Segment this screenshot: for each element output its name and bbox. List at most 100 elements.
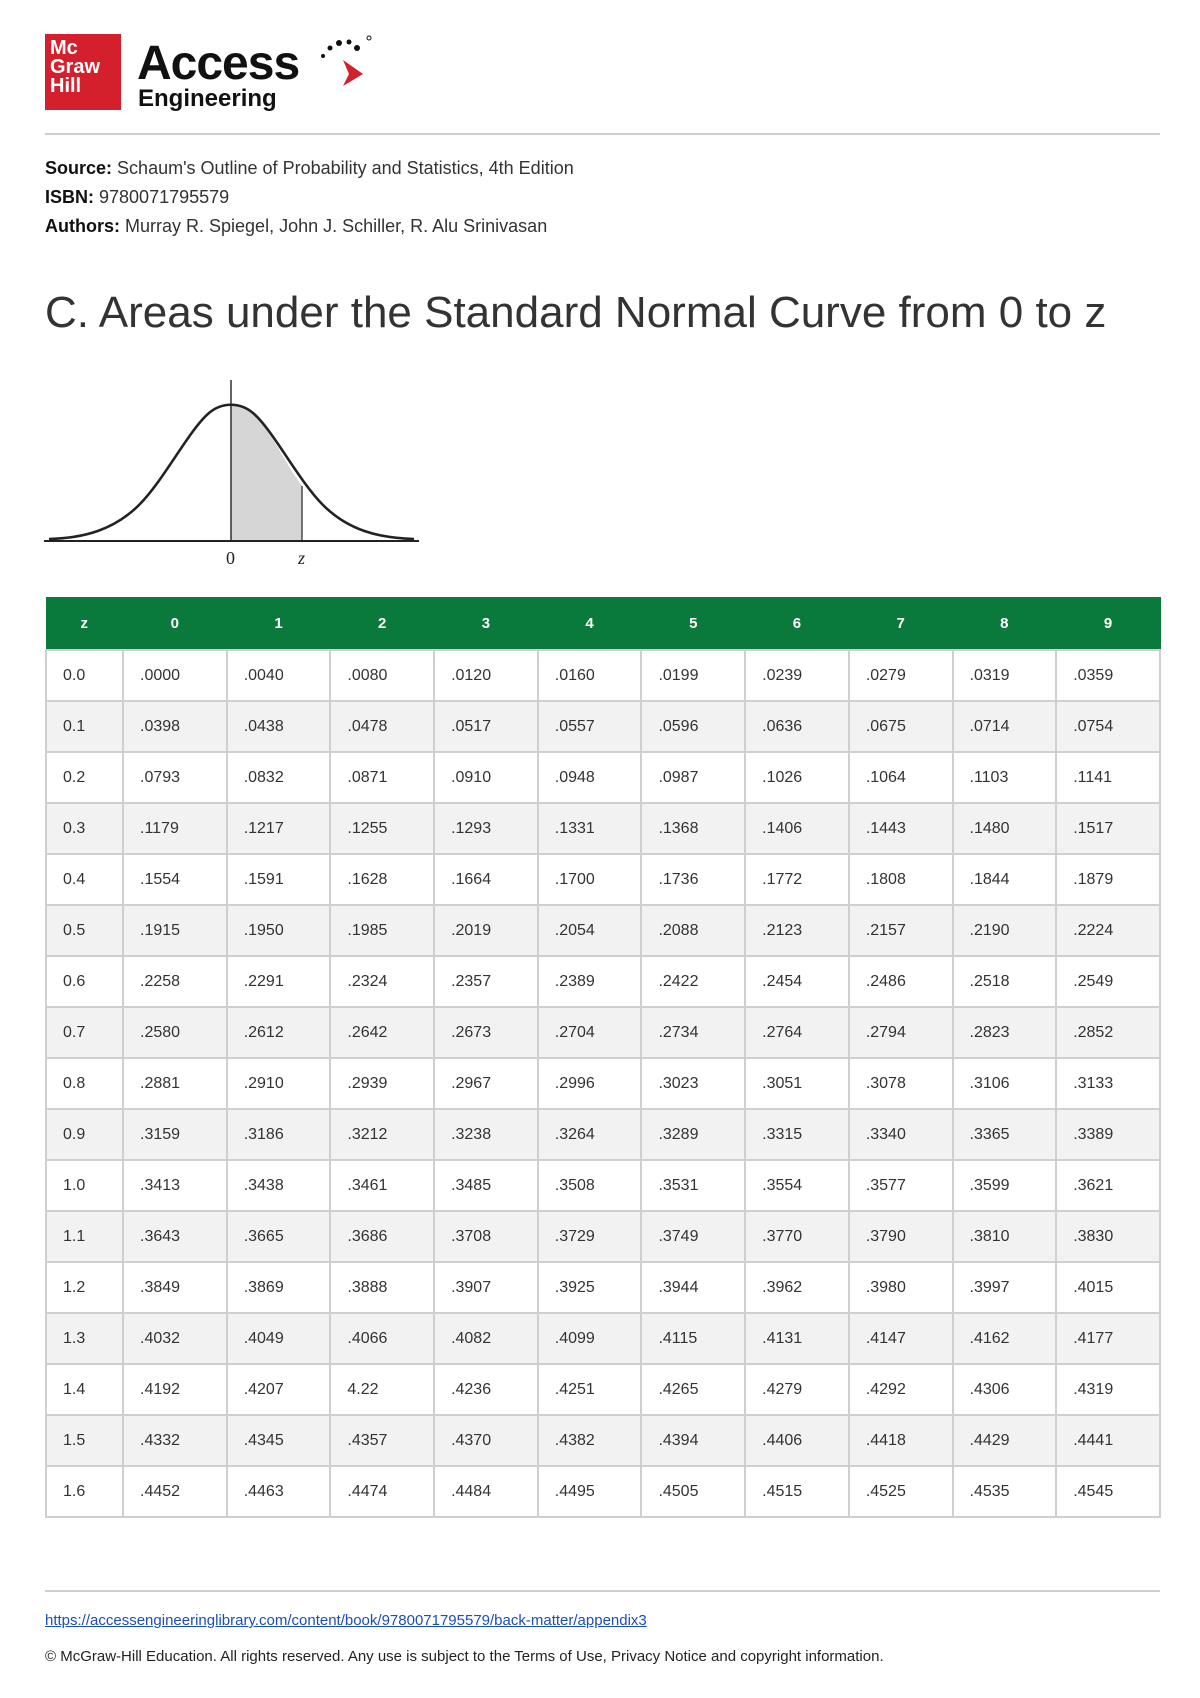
z-value-cell: 1.1 <box>45 1210 124 1263</box>
z-value-cell: 0.2 <box>45 751 124 804</box>
area-value-cell: .4441 <box>1055 1414 1161 1467</box>
area-value-cell: .3186 <box>225 1108 332 1161</box>
area-value-cell: .4306 <box>951 1363 1058 1416</box>
area-value-cell: .4394 <box>640 1414 747 1467</box>
area-value-cell: .4099 <box>536 1312 643 1365</box>
area-value-cell: .2612 <box>225 1006 332 1059</box>
area-value-cell: .4357 <box>329 1414 436 1467</box>
table-row: 0.5.1915.1950.1985.2019.2054.2088.2123.2… <box>45 904 1161 957</box>
area-value-cell: .4332 <box>122 1414 228 1467</box>
area-value-cell: .3869 <box>225 1261 332 1314</box>
area-value-cell: .4525 <box>847 1465 954 1518</box>
area-value-cell: .2794 <box>847 1006 954 1059</box>
area-value-cell: .4265 <box>640 1363 747 1416</box>
area-value-cell: .3485 <box>433 1159 539 1212</box>
area-value-cell: .3389 <box>1055 1108 1161 1161</box>
area-value-cell: .3238 <box>433 1108 539 1161</box>
area-value-cell: .2291 <box>225 955 332 1008</box>
area-value-cell: .3643 <box>122 1210 228 1263</box>
mcgraw-hill-logo: Mc Graw Hill <box>45 34 121 110</box>
area-value-cell: .2258 <box>122 955 228 1008</box>
area-value-cell: .3365 <box>951 1108 1058 1161</box>
area-value-cell: .1628 <box>329 853 436 906</box>
area-value-cell: .4345 <box>225 1414 332 1467</box>
table-row: 1.2.3849.3869.3888.3907.3925.3944.3962.3… <box>45 1261 1161 1314</box>
area-value-cell: .3749 <box>640 1210 747 1263</box>
table-row: 1.6.4452.4463.4474.4484.4495.4505.4515.4… <box>45 1465 1161 1518</box>
area-value-cell: .3413 <box>122 1159 228 1212</box>
area-value-cell: .0596 <box>640 700 747 753</box>
area-value-cell: .4545 <box>1055 1465 1161 1518</box>
area-value-cell: .1217 <box>225 802 332 855</box>
area-value-cell: .0793 <box>122 751 228 804</box>
area-value-cell: .1368 <box>640 802 747 855</box>
area-value-cell: .3438 <box>225 1159 332 1212</box>
area-value-cell: .1700 <box>536 853 643 906</box>
column-header-z: z <box>46 597 124 650</box>
area-value-cell: .3159 <box>122 1108 228 1161</box>
source-url-link[interactable]: https://accessengineeringlibrary.com/con… <box>45 1612 647 1629</box>
area-value-cell: .1480 <box>951 802 1058 855</box>
column-header-2: 2 <box>330 597 435 650</box>
area-value-cell: .3770 <box>744 1210 850 1263</box>
source-line: Source: Schaum's Outline of Probability … <box>45 158 574 178</box>
area-value-cell: .2673 <box>433 1006 539 1059</box>
area-value-cell: .3849 <box>122 1261 228 1314</box>
area-value-cell: .3340 <box>847 1108 954 1161</box>
table-row: 0.6.2258.2291.2324.2357.2389.2422.2454.2… <box>45 955 1161 1008</box>
area-value-cell: .0319 <box>951 649 1058 702</box>
area-value-cell: .1664 <box>433 853 539 906</box>
area-value-cell: .4207 <box>225 1363 332 1416</box>
area-value-cell: .4418 <box>847 1414 954 1467</box>
area-value-cell: .0160 <box>536 649 643 702</box>
column-header-0: 0 <box>123 597 228 650</box>
area-value-cell: .2823 <box>951 1006 1058 1059</box>
area-value-cell: .3729 <box>536 1210 643 1263</box>
table-row: 0.1.0398.0438.0478.0517.0557.0596.0636.0… <box>45 700 1161 753</box>
area-value-cell: .2389 <box>536 955 643 1008</box>
area-value-cell: .3997 <box>951 1261 1058 1314</box>
area-value-cell: .0199 <box>640 649 747 702</box>
table-row: 0.3.1179.1217.1255.1293.1331.1368.1406.1… <box>45 802 1161 855</box>
area-value-cell: .0714 <box>951 700 1058 753</box>
area-value-cell: .4066 <box>329 1312 436 1365</box>
area-value-cell: .1443 <box>847 802 954 855</box>
z-value-cell: 0.9 <box>45 1108 124 1161</box>
area-value-cell: .3289 <box>640 1108 747 1161</box>
z-value-cell: 1.2 <box>45 1261 124 1314</box>
area-value-cell: .3461 <box>329 1159 436 1212</box>
area-value-cell: .2852 <box>1055 1006 1161 1059</box>
logo-access-text: Access <box>137 37 300 90</box>
area-value-cell: .4370 <box>433 1414 539 1467</box>
area-value-cell: .1064 <box>847 751 954 804</box>
area-value-cell: .4032 <box>122 1312 228 1365</box>
logo-line-hill: Hill <box>50 75 82 97</box>
area-value-cell: .4319 <box>1055 1363 1161 1416</box>
area-value-cell: .1808 <box>847 853 954 906</box>
column-header-8: 8 <box>952 597 1057 650</box>
area-value-cell: .3599 <box>951 1159 1058 1212</box>
area-value-cell: .3708 <box>433 1210 539 1263</box>
area-value-cell: .2157 <box>847 904 954 957</box>
area-value-cell: .1103 <box>951 751 1058 804</box>
area-value-cell: .4292 <box>847 1363 954 1416</box>
area-value-cell: .2486 <box>847 955 954 1008</box>
logo-line-mc: Mc <box>50 37 78 59</box>
area-value-cell: .4515 <box>744 1465 850 1518</box>
area-value-cell: .0040 <box>225 649 332 702</box>
area-value-cell: .0675 <box>847 700 954 753</box>
area-value-cell: .4115 <box>640 1312 747 1365</box>
area-value-cell: .3944 <box>640 1261 747 1314</box>
area-value-cell: .2549 <box>1055 955 1161 1008</box>
area-value-cell: .2734 <box>640 1006 747 1059</box>
area-value-cell: .4495 <box>536 1465 643 1518</box>
area-value-cell: .4177 <box>1055 1312 1161 1365</box>
column-header-4: 4 <box>537 597 642 650</box>
z-value-cell: 0.7 <box>45 1006 124 1059</box>
area-value-cell: .1915 <box>122 904 228 957</box>
area-value-cell: .1293 <box>433 802 539 855</box>
area-value-cell: .3023 <box>640 1057 747 1110</box>
area-value-cell: .0359 <box>1055 649 1161 702</box>
area-value-cell: .2881 <box>122 1057 228 1110</box>
